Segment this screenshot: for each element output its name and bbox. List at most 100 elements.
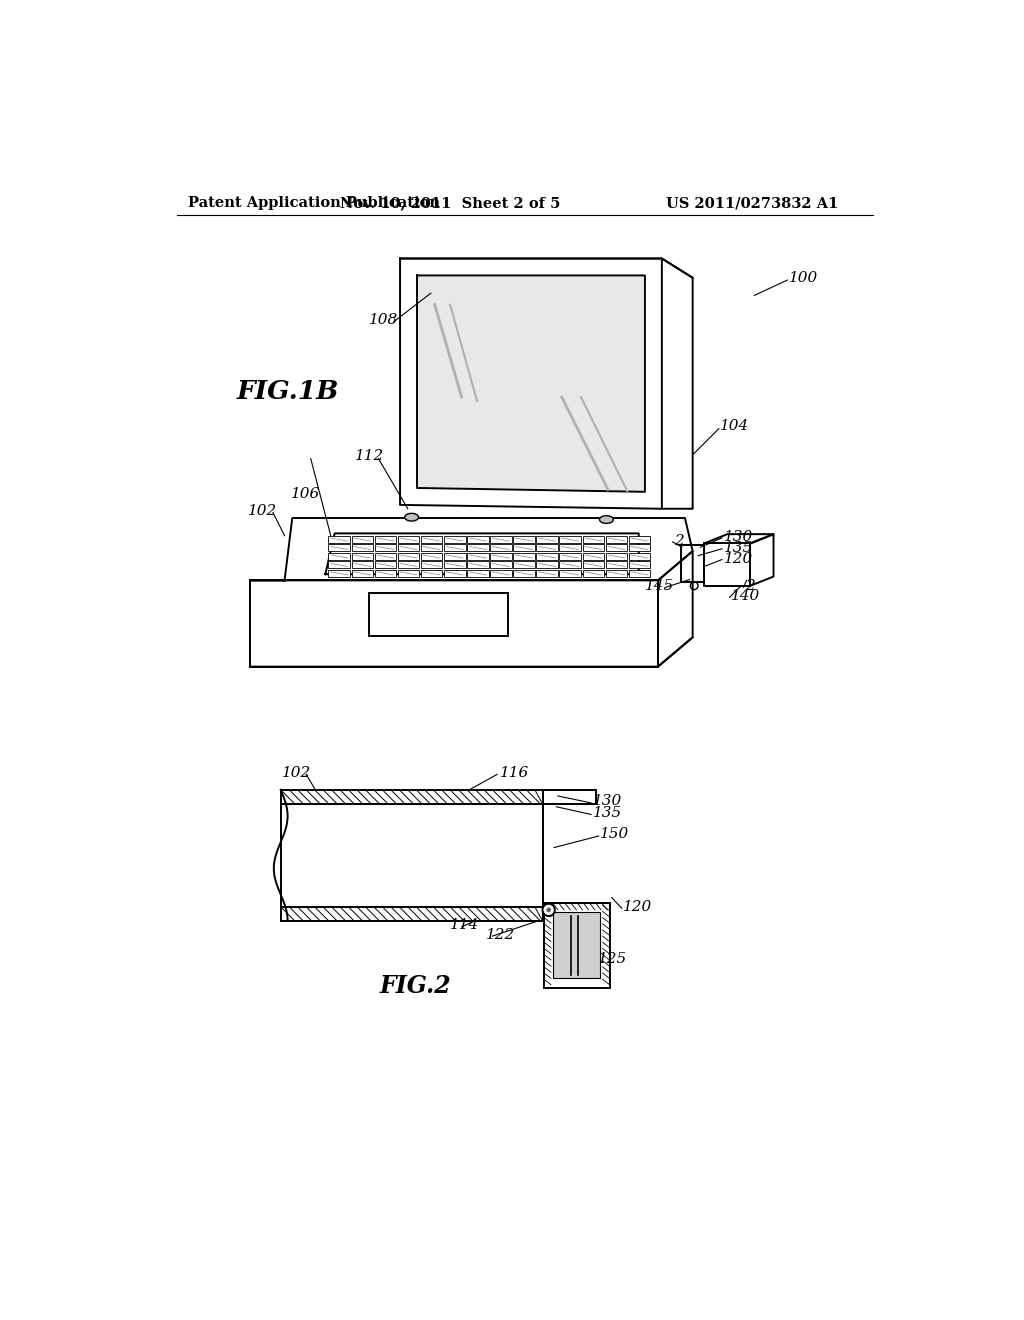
Bar: [559, 544, 581, 552]
Bar: [329, 536, 350, 543]
Ellipse shape: [599, 516, 613, 524]
Text: 108: 108: [370, 313, 398, 327]
Polygon shape: [419, 277, 643, 490]
Bar: [421, 536, 442, 543]
Text: 120: 120: [724, 552, 753, 566]
Bar: [370, 594, 508, 636]
Bar: [629, 536, 650, 543]
Bar: [375, 536, 396, 543]
Bar: [281, 804, 543, 907]
Bar: [605, 544, 628, 552]
Bar: [467, 570, 488, 577]
Text: FIG.2: FIG.2: [380, 974, 452, 998]
Bar: [351, 553, 373, 560]
Bar: [605, 536, 628, 543]
Bar: [421, 561, 442, 568]
Bar: [583, 553, 604, 560]
Text: 2: 2: [745, 578, 755, 593]
Circle shape: [547, 908, 551, 912]
Text: 140: 140: [731, 589, 761, 603]
Text: 150: 150: [600, 828, 630, 841]
Bar: [559, 570, 581, 577]
Text: 135: 135: [724, 541, 753, 554]
Bar: [467, 536, 488, 543]
Bar: [553, 912, 600, 978]
Bar: [444, 544, 466, 552]
Text: US 2011/0273832 A1: US 2011/0273832 A1: [666, 197, 838, 210]
Bar: [329, 553, 350, 560]
Bar: [397, 570, 419, 577]
Text: 2: 2: [674, 535, 684, 548]
Bar: [467, 561, 488, 568]
Bar: [629, 561, 650, 568]
Bar: [397, 536, 419, 543]
Bar: [537, 570, 558, 577]
Bar: [513, 553, 535, 560]
Text: FIG.1B: FIG.1B: [237, 379, 339, 404]
Bar: [375, 544, 396, 552]
Bar: [559, 553, 581, 560]
Bar: [583, 570, 604, 577]
Bar: [351, 544, 373, 552]
Bar: [629, 570, 650, 577]
Ellipse shape: [404, 513, 419, 521]
Bar: [605, 570, 628, 577]
Bar: [329, 570, 350, 577]
Text: 104: 104: [720, 420, 750, 433]
Bar: [421, 544, 442, 552]
Text: 122: 122: [486, 928, 515, 941]
Text: 114: 114: [451, 919, 479, 932]
Bar: [444, 553, 466, 560]
Bar: [281, 789, 543, 804]
Bar: [375, 570, 396, 577]
Bar: [351, 561, 373, 568]
Text: Patent Application Publication: Patent Application Publication: [188, 197, 440, 210]
Bar: [583, 544, 604, 552]
Bar: [513, 536, 535, 543]
Bar: [605, 553, 628, 560]
Bar: [537, 536, 558, 543]
Text: 112: 112: [355, 449, 385, 463]
Bar: [559, 561, 581, 568]
Bar: [397, 553, 419, 560]
Bar: [281, 907, 543, 921]
Bar: [421, 570, 442, 577]
Bar: [583, 536, 604, 543]
Text: 102: 102: [283, 766, 311, 780]
Bar: [544, 903, 609, 987]
Text: 116: 116: [500, 766, 529, 780]
Bar: [467, 553, 488, 560]
Text: 130: 130: [724, 531, 753, 544]
Circle shape: [543, 904, 555, 916]
Text: 120: 120: [624, 900, 652, 913]
Bar: [513, 570, 535, 577]
Bar: [537, 553, 558, 560]
Bar: [397, 544, 419, 552]
Bar: [351, 570, 373, 577]
Bar: [537, 544, 558, 552]
Bar: [583, 561, 604, 568]
Bar: [444, 536, 466, 543]
Text: Nov. 10, 2011  Sheet 2 of 5: Nov. 10, 2011 Sheet 2 of 5: [340, 197, 560, 210]
Bar: [329, 544, 350, 552]
Bar: [329, 561, 350, 568]
Bar: [421, 553, 442, 560]
Bar: [490, 536, 512, 543]
Text: 102: 102: [249, 504, 278, 517]
Bar: [375, 553, 396, 560]
Text: 145: 145: [645, 578, 674, 593]
Text: 130: 130: [593, 795, 622, 808]
Bar: [375, 561, 396, 568]
Text: 135: 135: [593, 807, 622, 820]
Bar: [490, 561, 512, 568]
Bar: [629, 553, 650, 560]
Bar: [444, 561, 466, 568]
Bar: [444, 570, 466, 577]
Bar: [490, 544, 512, 552]
Bar: [351, 536, 373, 543]
Bar: [513, 561, 535, 568]
Bar: [490, 570, 512, 577]
Text: 100: 100: [788, 271, 818, 285]
Bar: [467, 544, 488, 552]
Text: 106: 106: [291, 487, 319, 502]
